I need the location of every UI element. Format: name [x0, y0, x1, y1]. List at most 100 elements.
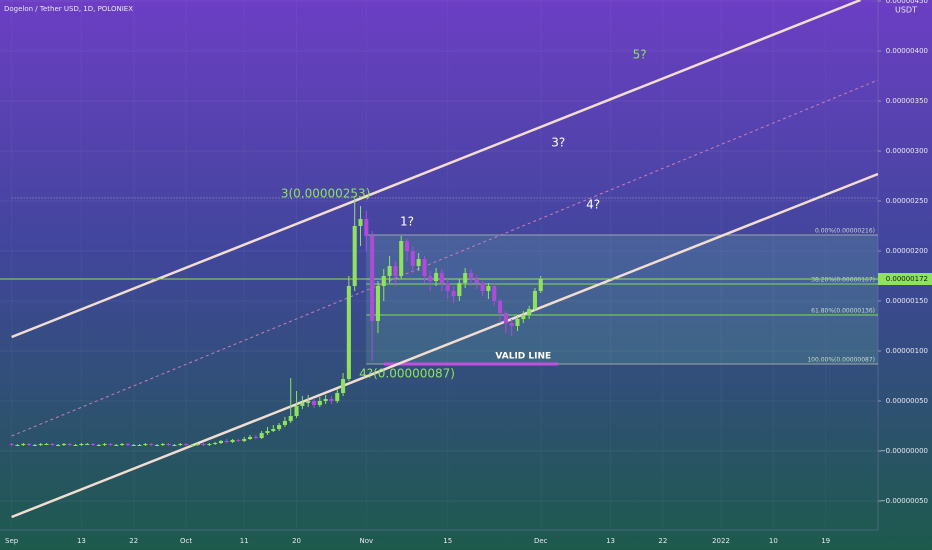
trend-line [11, 172, 879, 519]
candle-body [79, 444, 84, 445]
candle-body [300, 403, 305, 406]
candle-body [21, 444, 26, 445]
candle-body [317, 401, 322, 405]
candle-body [527, 309, 532, 315]
candle-body [242, 439, 247, 441]
y-tick-label: −0.00000000 [880, 447, 928, 455]
candle-body [259, 433, 264, 438]
price-label-bg [878, 273, 932, 285]
candle-body [218, 441, 223, 443]
x-tick-label: 13 [77, 537, 86, 545]
x-tick-label: 11 [240, 537, 249, 545]
x-tick-label: Dec [534, 537, 548, 545]
annotation: 4? [586, 198, 600, 212]
candle-body [370, 236, 375, 321]
annotation: 1? [400, 215, 414, 229]
candle-body [90, 444, 96, 445]
candle-body [288, 416, 293, 421]
x-tick-label: 2022 [712, 537, 730, 545]
y-tick-label: 0.00000150 [886, 297, 928, 305]
candle-body [207, 444, 212, 445]
candle-body [247, 437, 253, 439]
price-label: 0.00000172 [886, 275, 928, 283]
x-tick-label: Oct [180, 537, 192, 545]
fib-label: 0.00%(0.00000216) [815, 228, 875, 235]
candle-body [399, 241, 404, 276]
candle-body [498, 301, 503, 313]
x-tick-label: 22 [129, 537, 138, 545]
candle-body [375, 286, 380, 321]
fib-label: 100.00%(0.00000087) [807, 357, 875, 364]
annotation: VALID LINE [495, 352, 551, 362]
candle-body [358, 219, 363, 226]
x-tick-label: Nov [359, 537, 373, 545]
candle-body [184, 444, 189, 445]
candle-body [102, 444, 107, 445]
candle-body [352, 226, 357, 286]
candle-body [265, 431, 270, 433]
candle-body [381, 276, 386, 286]
candle-body [306, 401, 311, 403]
x-tick-label: 15 [443, 537, 452, 545]
candle-body [422, 259, 427, 276]
candle-body [56, 445, 61, 446]
candle-body [9, 444, 14, 445]
candle-body [38, 444, 43, 445]
candle-body [108, 444, 113, 445]
candle-body [323, 399, 328, 401]
fib-label: 38.20%(0.00000167) [811, 277, 875, 284]
candle-body [96, 445, 101, 446]
candle-body [61, 444, 66, 445]
candle-body [143, 444, 148, 445]
candle-body [160, 444, 165, 445]
candle-body [387, 266, 392, 276]
y-tick-label: 0.00000200 [886, 247, 928, 255]
y-tick-label: 0.00000400 [886, 47, 928, 55]
candle-body [137, 445, 142, 446]
candle-body [404, 241, 410, 251]
candle-body [50, 444, 55, 445]
candle-body [189, 445, 194, 446]
candle-body [341, 379, 346, 393]
annotation: 3(0.00000253) [281, 187, 371, 201]
candle-body [294, 406, 299, 416]
trend-line [11, 0, 862, 339]
x-tick-label: Sep [5, 537, 19, 545]
x-tick-label: 20 [292, 537, 301, 545]
candle-body [428, 276, 433, 281]
y-tick-label: 0.00000250 [886, 197, 928, 205]
candle-body [346, 286, 351, 379]
candle-body [439, 273, 444, 283]
candle-body [393, 266, 398, 276]
x-tick-label: 22 [658, 537, 667, 545]
candle-body [114, 445, 119, 446]
candle-body [451, 291, 456, 296]
candle-body [236, 440, 241, 441]
candle-body [125, 444, 130, 445]
candle-body [166, 444, 171, 445]
candle-body [434, 273, 439, 281]
candle-body [253, 437, 258, 438]
y-tick-label: −0.00000050 [880, 497, 928, 505]
y-tick-label: 0.00000100 [886, 347, 928, 355]
trend-line [11, 79, 879, 437]
candle-body [492, 286, 497, 301]
annotation: 4?(0.00000087) [359, 367, 455, 381]
y-tick-label: 0.00000050 [886, 397, 928, 405]
candle-body [515, 319, 520, 326]
candle-body [120, 444, 125, 445]
candle-body [486, 286, 491, 291]
candle-body [364, 219, 369, 236]
candle-body [15, 445, 20, 446]
annotation: 3? [551, 136, 565, 150]
x-tick-label: 13 [606, 537, 615, 545]
candle-body [445, 283, 450, 291]
candle-body [282, 421, 287, 425]
candle-body [271, 429, 276, 431]
candle-body [335, 393, 340, 401]
candle-body [149, 444, 154, 445]
candle-body [172, 445, 177, 446]
candle-body [213, 443, 218, 444]
candle-body [509, 323, 514, 326]
candle-body [474, 279, 479, 283]
